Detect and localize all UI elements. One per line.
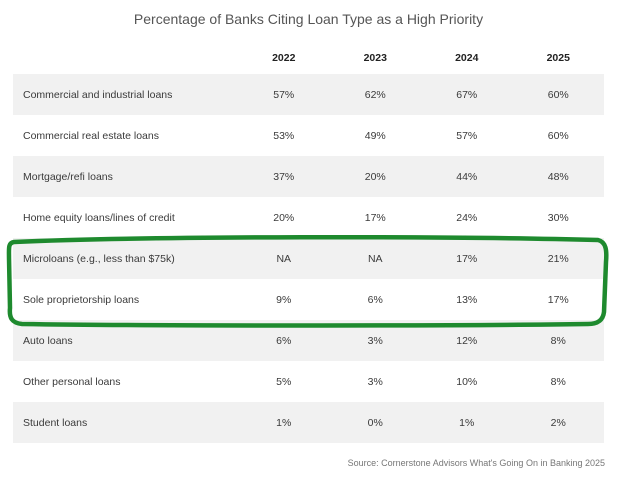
header-year: 2024: [455, 52, 479, 64]
cell-value: 8%: [512, 320, 604, 361]
row-label: Sole proprietorship loans: [13, 279, 238, 320]
table-row: Auto loans 6% 3% 12% 8%: [13, 320, 604, 361]
cell-value: 20%: [329, 156, 421, 197]
table-row: Commercial real estate loans 53% 49% 57%…: [13, 115, 604, 156]
cell-value: 6%: [238, 320, 330, 361]
cell-value: 30%: [512, 197, 604, 238]
cell-value: 17%: [512, 279, 604, 320]
cell-value: NA: [329, 238, 421, 279]
row-label: Commercial and industrial loans: [13, 74, 238, 115]
table-row: Microloans (e.g., less than $75k) NA NA …: [13, 238, 604, 279]
cell-value: 2%: [512, 402, 604, 443]
table-row: Commercial and industrial loans 57% 62% …: [13, 74, 604, 115]
row-label: Commercial real estate loans: [13, 115, 238, 156]
cell-value: 5%: [238, 361, 330, 402]
row-label: Student loans: [13, 402, 238, 443]
table-row: Other personal loans 5% 3% 10% 8%: [13, 361, 604, 402]
cell-value: 57%: [421, 115, 513, 156]
cell-value: 6%: [329, 279, 421, 320]
cell-value: 20%: [238, 197, 330, 238]
cell-value: 37%: [238, 156, 330, 197]
table-row: Home equity loans/lines of credit 20% 17…: [13, 197, 604, 238]
cell-value: 3%: [329, 361, 421, 402]
row-label: Microloans (e.g., less than $75k): [13, 238, 238, 279]
table-row: Mortgage/refi loans 37% 20% 44% 48%: [13, 156, 604, 197]
priority-table: 2022 2023 2024 2025 Commercial and indus…: [13, 42, 604, 443]
row-label: Auto loans: [13, 320, 238, 361]
cell-value: 21%: [512, 238, 604, 279]
cell-value: NA: [238, 238, 330, 279]
cell-value: 3%: [329, 320, 421, 361]
header-year: 2023: [363, 52, 387, 64]
cell-value: 12%: [421, 320, 513, 361]
cell-value: 8%: [512, 361, 604, 402]
cell-value: 60%: [512, 115, 604, 156]
table-row: Sole proprietorship loans 9% 6% 13% 17%: [13, 279, 604, 320]
cell-value: 62%: [329, 74, 421, 115]
cell-value: 48%: [512, 156, 604, 197]
cell-value: 60%: [512, 74, 604, 115]
header-year: 2022: [272, 52, 296, 64]
cell-value: 13%: [421, 279, 513, 320]
header-year: 2025: [546, 52, 570, 64]
row-label: Home equity loans/lines of credit: [13, 197, 238, 238]
cell-value: 0%: [329, 402, 421, 443]
chart-title: Percentage of Banks Citing Loan Type as …: [133, 11, 484, 27]
cell-value: 1%: [421, 402, 513, 443]
cell-value: 17%: [421, 238, 513, 279]
row-label: Other personal loans: [13, 361, 238, 402]
cell-value: 9%: [238, 279, 330, 320]
header-empty: [13, 42, 238, 74]
row-label: Mortgage/refi loans: [13, 156, 238, 197]
cell-value: 24%: [421, 197, 513, 238]
cell-value: 57%: [238, 74, 330, 115]
cell-value: 49%: [329, 115, 421, 156]
cell-value: 10%: [421, 361, 513, 402]
cell-value: 53%: [238, 115, 330, 156]
cell-value: 1%: [238, 402, 330, 443]
table-row: Student loans 1% 0% 1% 2%: [13, 402, 604, 443]
cell-value: 17%: [329, 197, 421, 238]
header-row: 2022 2023 2024 2025: [13, 42, 604, 74]
cell-value: 44%: [421, 156, 513, 197]
source-note: Source: Cornerstone Advisors What's Goin…: [347, 458, 605, 468]
cell-value: 67%: [421, 74, 513, 115]
